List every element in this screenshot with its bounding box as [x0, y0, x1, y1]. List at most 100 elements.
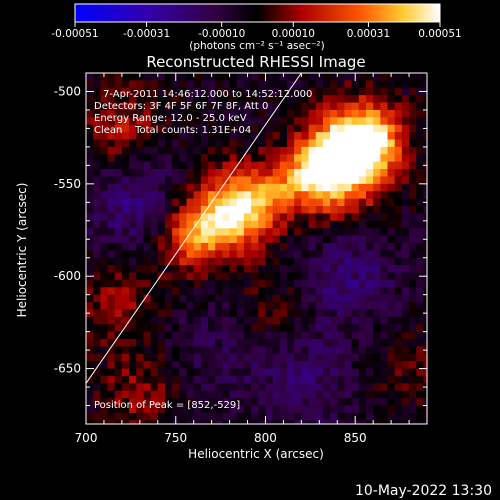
- heatmap-cell: [229, 346, 238, 355]
- heatmap-cell: [129, 412, 137, 421]
- heatmap-cell: [272, 124, 281, 133]
- heatmap-cell: [222, 73, 231, 81]
- heatmap-cell: [179, 102, 188, 111]
- heatmap-cell: [409, 331, 417, 340]
- heatmap-cell: [358, 124, 367, 133]
- heatmap-cell: [272, 73, 281, 81]
- heatmap-cell: [215, 183, 223, 192]
- heatmap-cell: [157, 257, 166, 266]
- plot-frame: [85, 72, 428, 425]
- heatmap-cell: [301, 198, 310, 207]
- heatmap-cell: [193, 361, 202, 370]
- heatmap-cell: [229, 117, 238, 126]
- heatmap-cell: [114, 257, 123, 266]
- heatmap-cell: [150, 405, 159, 414]
- heatmap-cell: [86, 316, 94, 325]
- heatmap-cell: [301, 87, 310, 96]
- heatmap-cell: [380, 331, 389, 340]
- heatmap-cell: [301, 361, 310, 370]
- heatmap-cell: [229, 102, 238, 111]
- heatmap-cell: [322, 272, 331, 281]
- heatmap-cell: [423, 294, 427, 303]
- heatmap-cell: [394, 405, 403, 414]
- heatmap-cell: [258, 87, 267, 96]
- heatmap-cell: [344, 368, 353, 377]
- heatmap-cell: [380, 154, 389, 163]
- heatmap-cell: [143, 353, 152, 362]
- heatmap-cell: [365, 206, 374, 214]
- heatmap-cell: [330, 316, 338, 325]
- colorbar-tick-label: -0.00010: [198, 28, 245, 40]
- heatmap-cell: [136, 235, 145, 244]
- heatmap-cell: [215, 154, 223, 163]
- heatmap-cell: [258, 324, 267, 333]
- heatmap-cell: [265, 109, 274, 118]
- heatmap-cell: [179, 405, 188, 414]
- heatmap-cell: [193, 331, 202, 340]
- heatmap-cell: [315, 331, 324, 340]
- heatmap-cell: [186, 235, 195, 244]
- heatmap-cell: [373, 132, 381, 141]
- heatmap-cell: [229, 316, 238, 325]
- heatmap-cell: [157, 339, 166, 348]
- heatmap-cell: [193, 80, 202, 89]
- heatmap-cell: [301, 420, 310, 424]
- heatmap-cell: [279, 87, 288, 96]
- heatmap-cell: [150, 265, 159, 274]
- heatmap-cell: [315, 198, 324, 207]
- heatmap-cell: [394, 398, 403, 407]
- heatmap-cell: [129, 331, 137, 340]
- heatmap-cell: [387, 361, 396, 370]
- heatmap-cell: [409, 265, 417, 274]
- heatmap-cell: [279, 302, 288, 311]
- heatmap-cell: [215, 191, 223, 200]
- heatmap-cell: [330, 132, 338, 141]
- heatmap-cell: [157, 235, 166, 244]
- heatmap-cell: [100, 206, 109, 214]
- heatmap-cell: [164, 191, 173, 200]
- heatmap-cell: [93, 346, 101, 355]
- heatmap-cell: [365, 324, 374, 333]
- heatmap-cell: [401, 257, 410, 266]
- heatmap-cell: [193, 339, 202, 348]
- heatmap-cell: [394, 361, 403, 370]
- heatmap-cell: [272, 250, 281, 259]
- heatmap-cell: [330, 420, 338, 424]
- heatmap-cell: [193, 383, 202, 392]
- heatmap-cell: [294, 412, 302, 421]
- heatmap-cell: [215, 383, 223, 392]
- heatmap-cell: [229, 206, 238, 214]
- heatmap-cell: [308, 398, 317, 407]
- heatmap-cell: [258, 375, 267, 384]
- heatmap-cell: [337, 324, 346, 333]
- heatmap-cell: [416, 390, 425, 399]
- heatmap-cell: [243, 139, 252, 148]
- heatmap-cell: [265, 102, 274, 111]
- heatmap-cell: [294, 279, 302, 288]
- heatmap-cell: [93, 176, 101, 185]
- heatmap-cell: [416, 339, 425, 348]
- heatmap-cell: [251, 309, 259, 318]
- heatmap-cell: [243, 183, 252, 192]
- heatmap-cell: [129, 169, 137, 178]
- heatmap-cell: [208, 257, 216, 266]
- heatmap-cell: [150, 339, 159, 348]
- heatmap-cell: [150, 257, 159, 266]
- heatmap-cell: [222, 198, 231, 207]
- heatmap-cell: [279, 339, 288, 348]
- heatmap-cell: [208, 412, 216, 421]
- heatmap-cell: [243, 124, 252, 133]
- heatmap-cell: [351, 405, 360, 414]
- heatmap-cell: [121, 405, 130, 414]
- heatmap-cell: [330, 124, 338, 133]
- heatmap-cell: [236, 198, 245, 207]
- heatmap-cell: [287, 420, 295, 424]
- heatmap-cell: [272, 206, 281, 214]
- heatmap-cell: [394, 146, 403, 155]
- heatmap-cell: [308, 405, 317, 414]
- heatmap-cell: [380, 109, 389, 118]
- heatmap-cell: [164, 398, 173, 407]
- heatmap-cell: [107, 390, 116, 399]
- heatmap-cell: [164, 228, 173, 237]
- heatmap-cell: [351, 331, 360, 340]
